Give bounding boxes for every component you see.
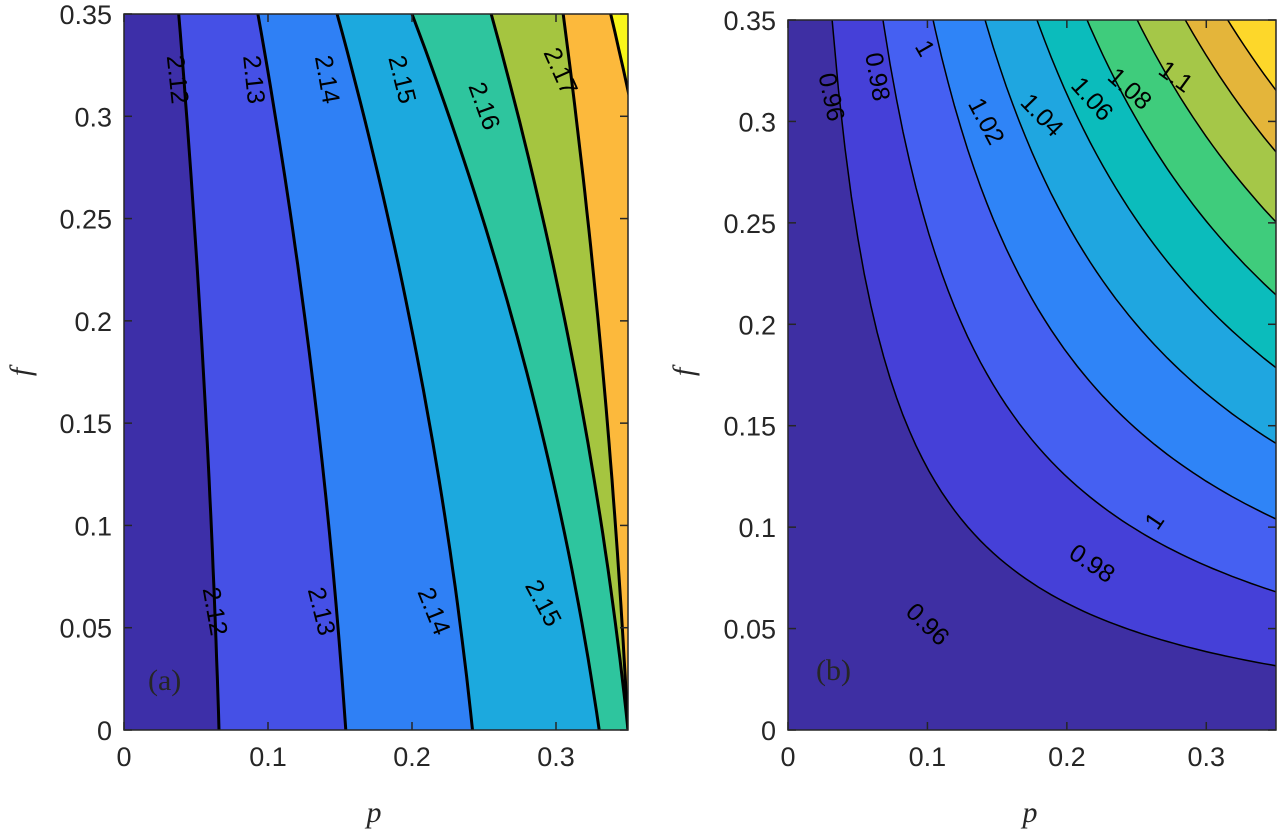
- panel-b-axes-box: [787, 19, 1277, 731]
- panel-b-tag: (b): [816, 654, 851, 687]
- fill-region: [788, 20, 1276, 730]
- y-tick-label: 0.25: [59, 205, 112, 235]
- y-tick-label: 0.35: [723, 6, 776, 36]
- panel-a-tag: (a): [148, 664, 181, 697]
- contour-line: [561, 14, 628, 730]
- x-tick-label: 0.3: [1188, 742, 1226, 772]
- y-tick-label: 0.2: [738, 310, 776, 340]
- y-tick-label: 0.15: [723, 412, 776, 442]
- y-tick-label: 0.05: [59, 614, 112, 644]
- fill-region: [124, 14, 219, 730]
- x-tick-label: 0: [780, 742, 795, 772]
- x-tick-label: 0: [116, 742, 131, 772]
- y-tick-label: 0.3: [74, 102, 112, 132]
- panel-a-ticks: 0 0.1 0.2 0.3 0 0.05 0.1 0.15 0.2 0.25 0.3 0.35: [59, 0, 628, 772]
- x-tick-label: 0.1: [909, 742, 947, 772]
- y-tick-label: 0.3: [738, 107, 776, 137]
- panel-a-axes-box: [123, 13, 629, 731]
- y-tick-label: 0.2: [74, 307, 112, 337]
- y-tick-label: 0.05: [723, 615, 776, 645]
- contour-line: [932, 20, 1276, 520]
- contour-line: [1036, 20, 1276, 369]
- contour-line: [335, 14, 474, 730]
- panel-b-ylabel: f: [667, 364, 700, 376]
- contour-line: [177, 14, 221, 730]
- y-tick-label: 0.1: [74, 511, 112, 541]
- contour-line: [1136, 20, 1276, 224]
- y-tick-label: 0: [761, 716, 776, 746]
- panel-b-xlabel: p: [1021, 796, 1038, 829]
- contour-line: [1184, 20, 1276, 154]
- panel-b-fill-regions: [788, 20, 1276, 730]
- y-tick-label: 0.35: [59, 0, 112, 30]
- contour-line: [256, 14, 348, 730]
- y-tick-label: 0: [97, 716, 112, 746]
- x-tick-label: 0.2: [393, 742, 431, 772]
- contour-line: [882, 20, 1276, 593]
- y-tick-label: 0.25: [723, 209, 776, 239]
- x-tick-label: 0.1: [249, 742, 287, 772]
- panel-a-contour-lines: [177, 14, 628, 730]
- panel-b-ticks: 0 0.1 0.2 0.3 0 0.05 0.1 0.15 0.2 0.25 0.3 0.35: [723, 6, 1276, 772]
- panel-a-ylabel: f: [4, 364, 37, 376]
- contour-label: 2.13: [237, 54, 270, 105]
- contour-line: [831, 20, 1276, 667]
- y-tick-label: 0.15: [59, 409, 112, 439]
- x-tick-label: 0.2: [1048, 742, 1086, 772]
- contour-line: [1226, 20, 1276, 92]
- contour-line: [1086, 20, 1276, 296]
- contour-line: [410, 14, 601, 730]
- contour-line: [984, 20, 1276, 445]
- y-tick-label: 0.1: [738, 513, 776, 543]
- x-tick-label: 0.3: [537, 742, 575, 772]
- contour-label: 2.12: [161, 54, 194, 105]
- panel-b-contour-lines: [831, 20, 1276, 667]
- contour-line: [489, 14, 628, 730]
- panel-a-xlabel: p: [365, 796, 382, 829]
- panel-a: 2.12 2.13 2.14 2.15 2.162.172.12 2.13 2.14 2.15…: [4, 0, 629, 829]
